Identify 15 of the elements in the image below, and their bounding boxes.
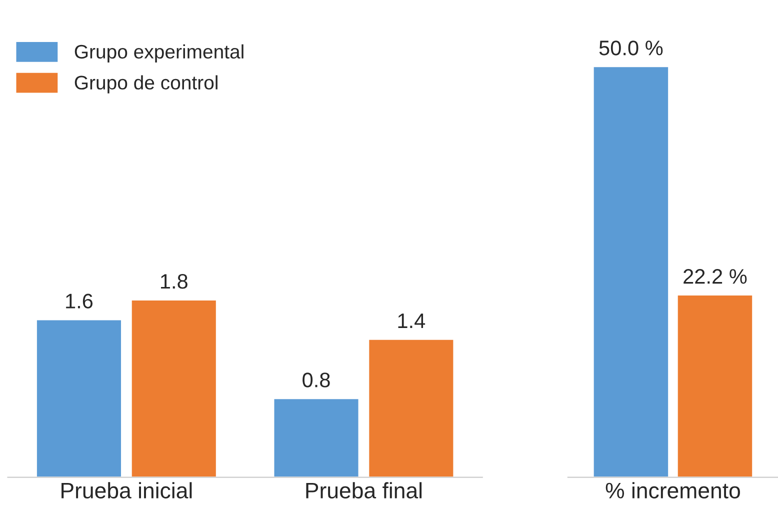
legend-label: Grupo experimental bbox=[74, 44, 244, 62]
data-label: 50.0 % bbox=[599, 40, 663, 56]
data-label: 1.6 bbox=[66, 294, 93, 308]
x-tick-label: % incremento bbox=[606, 482, 740, 498]
bar bbox=[368, 338, 455, 478]
bar bbox=[272, 398, 360, 478]
bar bbox=[130, 299, 218, 478]
bar bbox=[36, 318, 122, 478]
data-label: 0.8 bbox=[302, 372, 330, 388]
data-label: 22.2 % bbox=[684, 269, 747, 284]
data-label: 1.8 bbox=[160, 274, 188, 289]
x-tick-label: Prueba final bbox=[306, 482, 422, 498]
data-label: 1.4 bbox=[398, 314, 426, 328]
x-tick-label: Prueba inicial bbox=[62, 482, 192, 498]
legend-label: Grupo de control bbox=[74, 75, 218, 94]
